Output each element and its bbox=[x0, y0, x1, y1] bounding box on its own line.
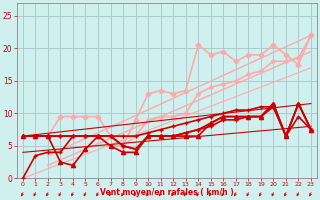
X-axis label: Vent moyen/en rafales ( km/h ): Vent moyen/en rafales ( km/h ) bbox=[100, 188, 234, 197]
